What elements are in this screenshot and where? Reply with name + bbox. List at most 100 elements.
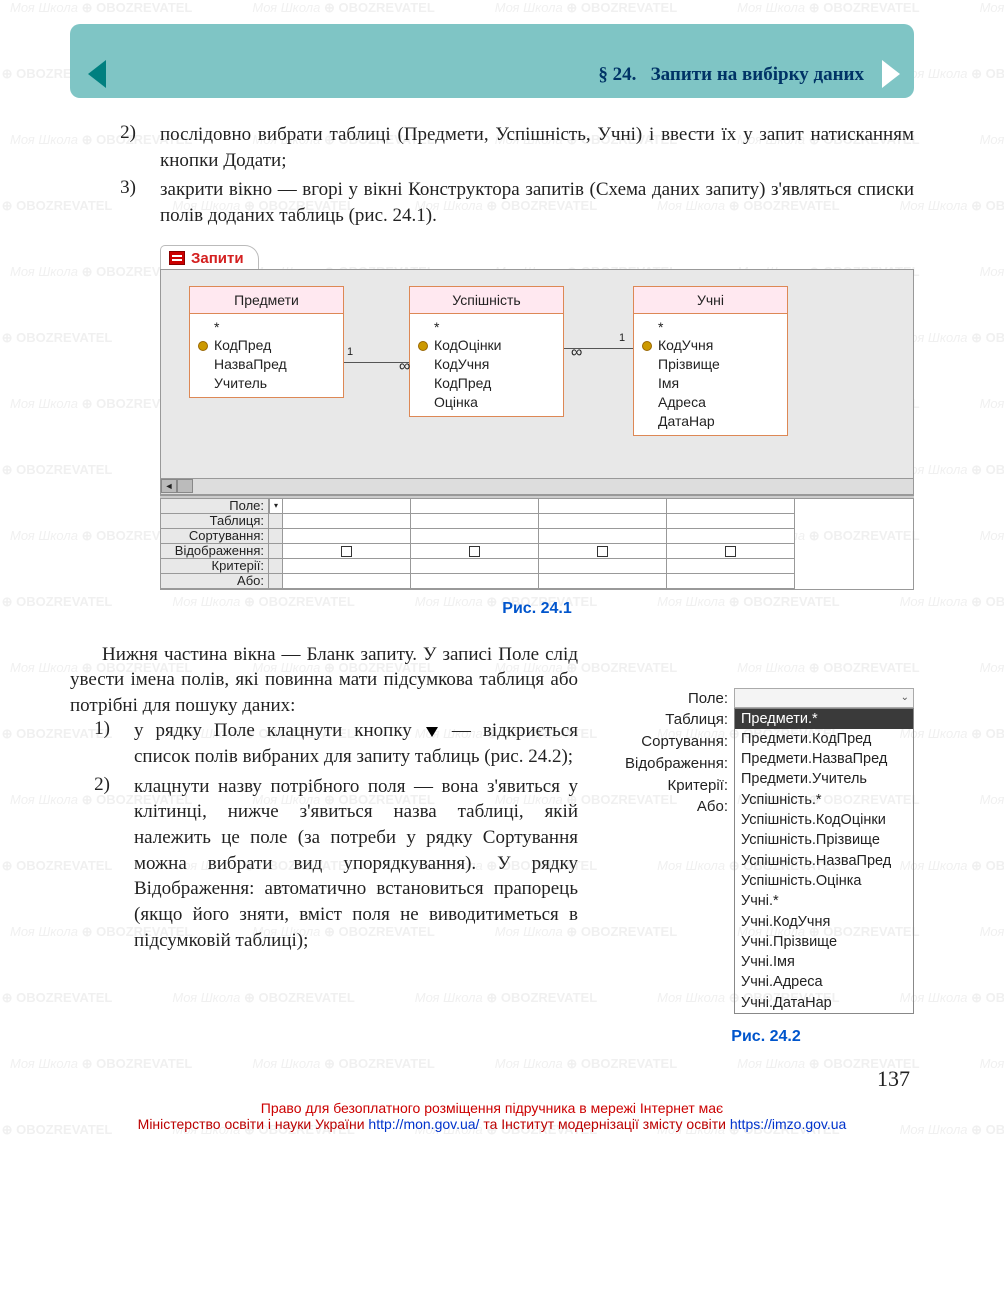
grid-row-label: Сортування:: [161, 529, 269, 544]
field-row[interactable]: НазваПред: [198, 355, 335, 374]
field-name: КодУчня: [658, 336, 713, 355]
dropdown-option[interactable]: Успішність.КодОцінки: [735, 810, 913, 830]
grid-cell[interactable]: [667, 529, 795, 544]
table-box[interactable]: Успішність*КодОцінкиКодУчняКодПредОцінка: [409, 286, 564, 417]
figure-24-1: Запити Предмети*КодПредНазваПредУчительУ…: [160, 245, 914, 618]
cardinality-many: ∞: [399, 358, 410, 376]
field-row[interactable]: *: [642, 318, 779, 337]
footer-link-1[interactable]: http://mon.gov.ua/: [368, 1116, 479, 1132]
grid-cell[interactable]: [539, 559, 667, 574]
field-row[interactable]: КодУчня: [642, 336, 779, 355]
field-row[interactable]: Учитель: [198, 374, 335, 393]
dropdown-option[interactable]: Учні.Імя: [735, 952, 913, 972]
show-checkbox[interactable]: [283, 544, 411, 559]
field-row[interactable]: КодПред: [198, 336, 335, 355]
key-icon: [642, 341, 652, 351]
dropdown-option[interactable]: Предмети.НазваПред: [735, 749, 913, 769]
mid-paragraph: Нижня частина вікна — Бланк запиту. У за…: [70, 642, 578, 719]
field-name: Імя: [658, 374, 679, 393]
list-text: у рядку Поле клацнути кнопку — відкриєть…: [134, 718, 578, 769]
dropdown-option[interactable]: Успішність.Прізвище: [735, 830, 913, 850]
grid-cell[interactable]: [411, 499, 539, 514]
grid-cell[interactable]: [411, 559, 539, 574]
dropdown-icon[interactable]: ▾: [269, 499, 283, 514]
field-name: *: [434, 318, 439, 337]
grid-cell[interactable]: [283, 514, 411, 529]
grid-cell[interactable]: [411, 529, 539, 544]
fig-caption: Рис. 24.2: [618, 1028, 914, 1046]
grid-cell[interactable]: [539, 529, 667, 544]
field-row[interactable]: *: [418, 318, 555, 337]
field-row[interactable]: Імя: [642, 374, 779, 393]
grid-cell[interactable]: [283, 574, 411, 589]
field-row[interactable]: Прізвище: [642, 355, 779, 374]
show-checkbox[interactable]: [667, 544, 795, 559]
section-num: § 24.: [598, 64, 636, 85]
query-grid: Поле:▾Таблиця:Сортування:Відображення:Кр…: [160, 499, 914, 590]
key-icon: [418, 341, 428, 351]
h-scrollbar[interactable]: ◄: [160, 479, 914, 495]
key-icon: [198, 341, 208, 351]
field-row[interactable]: Оцінка: [418, 393, 555, 412]
field-row[interactable]: КодУчня: [418, 355, 555, 374]
field-name: Оцінка: [434, 393, 478, 412]
dropdown-option[interactable]: Учні.Прізвище: [735, 932, 913, 952]
show-checkbox[interactable]: [411, 544, 539, 559]
show-checkbox[interactable]: [539, 544, 667, 559]
grid-cell[interactable]: [667, 499, 795, 514]
field-name: КодОцінки: [434, 336, 502, 355]
grid-cell[interactable]: [283, 559, 411, 574]
field-name: КодУчня: [434, 355, 489, 374]
field-row[interactable]: *: [198, 318, 335, 337]
list-marker: 1): [70, 718, 134, 769]
field-row[interactable]: ДатаНар: [642, 412, 779, 431]
dropdown-option[interactable]: Успішність.Оцінка: [735, 871, 913, 891]
grid-cell[interactable]: [411, 574, 539, 589]
field-row[interactable]: КодОцінки: [418, 336, 555, 355]
page-number: 137: [70, 1066, 914, 1092]
grid-cell[interactable]: [667, 514, 795, 529]
grid-row-label: Або:: [161, 574, 269, 589]
query-tab[interactable]: Запити: [160, 245, 259, 269]
footer-link-2[interactable]: https://imzo.gov.ua: [730, 1116, 846, 1132]
field-name: НазваПред: [214, 355, 287, 374]
nav-right-icon: [882, 60, 900, 88]
figure-24-2: Поле:Таблиця:Сортування:Відображення:Кри…: [618, 688, 914, 1046]
footer-line2a: Міністерство освіти і науки України: [138, 1116, 369, 1132]
field-row[interactable]: Адреса: [642, 393, 779, 412]
field-name: *: [214, 318, 219, 337]
table-box[interactable]: Учні*КодУчняПрізвищеІмяАдресаДатаНар: [633, 286, 788, 436]
grid-row-label: Таблиця:: [161, 514, 269, 529]
grid-cell[interactable]: [283, 499, 411, 514]
dropdown-option[interactable]: Успішність.НазваПред: [735, 851, 913, 871]
grid-cell[interactable]: [667, 559, 795, 574]
grid-cell[interactable]: [539, 514, 667, 529]
grid-cell[interactable]: [539, 499, 667, 514]
scroll-left-icon[interactable]: ◄: [161, 479, 177, 493]
scroll-thumb[interactable]: [177, 479, 193, 493]
field-row[interactable]: КодПред: [418, 374, 555, 393]
section-title: Запити на вибірку даних: [651, 64, 864, 85]
dropdown-option[interactable]: Учні.Адреса: [735, 972, 913, 992]
dropdown-option[interactable]: Успішність.*: [735, 790, 913, 810]
dropdown-option[interactable]: Учні.ДатаНар: [735, 993, 913, 1013]
row-label: Таблиця:: [618, 709, 728, 731]
list-marker: 2): [70, 122, 160, 173]
top-list: 2)послідовно вибрати таблиці (Предмети, …: [70, 122, 914, 229]
dropdown-option[interactable]: Предмети.КодПред: [735, 729, 913, 749]
grid-cell[interactable]: [667, 574, 795, 589]
dropdown-option[interactable]: Учні.*: [735, 891, 913, 911]
footer: Право для безоплатного розміщення підруч…: [70, 1100, 914, 1132]
dropdown-option[interactable]: Предмети.Учитель: [735, 769, 913, 789]
dropdown-triangle-icon: [426, 727, 438, 737]
grid-cell[interactable]: [539, 574, 667, 589]
field-dropdown-button[interactable]: ⌄: [734, 688, 914, 708]
list-text: закрити вікно — вгорі у вікні Конструкто…: [160, 177, 914, 228]
cardinality-many: ∞: [571, 344, 582, 362]
table-box[interactable]: Предмети*КодПредНазваПредУчитель: [189, 286, 344, 399]
grid-cell[interactable]: [411, 514, 539, 529]
dropdown-option-selected[interactable]: Предмети.*: [735, 709, 913, 729]
grid-cell[interactable]: [283, 529, 411, 544]
grid-row-labels: Поле:Таблиця:Сортування:Відображення:Кри…: [618, 688, 734, 1014]
dropdown-option[interactable]: Учні.КодУчня: [735, 912, 913, 932]
